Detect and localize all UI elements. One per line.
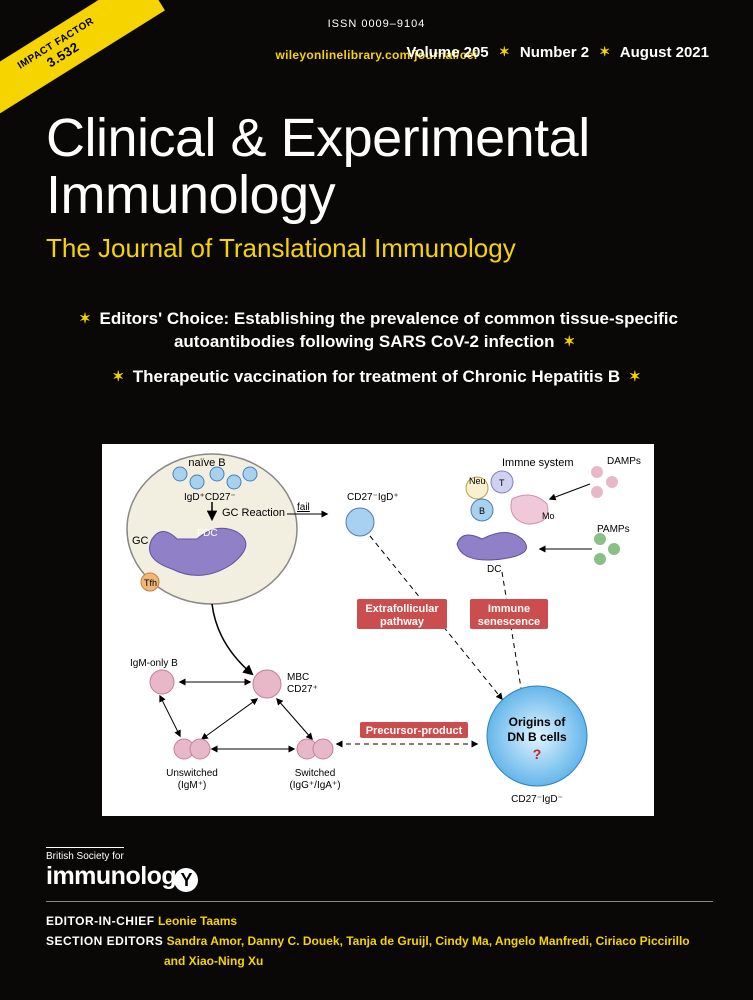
svg-text:Precursor-product: Precursor-product [366,725,463,737]
svg-text:senescence: senescence [478,616,540,628]
svg-text:DC: DC [487,564,501,575]
svg-text:MBC: MBC [287,672,309,683]
label-tfh: Tfh [144,578,157,588]
star-icon: ✶ [499,44,510,59]
svg-text:CD27⁺: CD27⁺ [287,684,318,695]
eic-label: EDITOR-IN-CHIEF [46,914,155,928]
label-gc: GC [132,535,149,547]
highlight-item: ✶ Editors' Choice: Establishing the prev… [46,308,707,354]
star-icon: ✶ [629,368,641,384]
svg-text:?: ? [533,746,542,762]
cover-figure: naïve B IgD⁺CD27⁻ GC Reaction FDC GC Tfh… [102,444,654,816]
svg-text:Immune: Immune [488,603,530,615]
star-icon: ✶ [79,310,91,326]
svg-text:Mo: Mo [542,511,555,521]
date: August 2021 [620,44,709,61]
journal-title: Clinical & Experimental Immunology [46,110,713,223]
highlight-item: ✶ Therapeutic vaccination for treatment … [46,366,707,389]
star-icon: ✶ [563,333,575,349]
issn: ISSN 0009–9104 [0,18,753,30]
number: Number 2 [520,44,589,61]
svg-text:DAMPs: DAMPs [607,456,641,467]
svg-text:CD27⁻IgD⁻: CD27⁻IgD⁻ [511,794,563,805]
label-immune-system: Immne system [502,457,574,469]
label-gc-reaction: GC Reaction [222,507,285,519]
svg-text:(IgG⁺/IgA⁺): (IgG⁺/IgA⁺) [289,780,340,791]
svg-text:Neu: Neu [469,476,486,486]
svg-text:B: B [479,506,485,516]
star-icon: ✶ [599,44,610,59]
svg-text:Extrafollicular: Extrafollicular [365,603,439,615]
highlights: ✶ Editors' Choice: Establishing the prev… [46,308,707,401]
section-editors-names-2: and Xiao-Ning Xu [164,954,263,968]
label-cd27-igd: CD27⁻IgD⁺ [347,492,399,503]
editors-block: EDITOR-IN-CHIEF Leonie Taams SECTION EDI… [46,901,713,972]
svg-text:Switched: Switched [295,768,336,779]
society-word: immunologY [46,864,198,892]
issue-info: Volume 205 ✶ Number 2 ✶ August 2021 [406,44,709,61]
pamps-dots [594,533,620,565]
damps-dots [591,466,618,498]
label-fdc: FDC [197,528,218,539]
svg-text:(IgM⁺): (IgM⁺) [178,780,207,791]
y-badge-icon: Y [174,868,198,892]
volume: Volume 205 [406,44,488,61]
svg-text:PAMPs: PAMPs [597,524,630,535]
section-editors-label: SECTION EDITORS [46,934,163,948]
society-top: British Society for [46,847,124,862]
eic-name: Leonie Taams [158,914,237,928]
svg-text:Origins of: Origins of [509,715,567,729]
mbc-cell [253,670,281,698]
label-fail: fail [297,502,310,513]
svg-text:Unswitched: Unswitched [166,768,218,779]
svg-text:pathway: pathway [380,616,425,628]
title-block: Clinical & Experimental Immunology The J… [46,110,713,264]
section-editors-names: Sandra Amor, Danny C. Douek, Tanja de Gr… [167,934,690,948]
svg-text:IgM-only B: IgM-only B [130,658,178,669]
label-igd-cd27: IgD⁺CD27⁻ [184,492,236,503]
cd27-igd-cell [346,508,374,536]
svg-text:T: T [499,478,505,488]
star-icon: ✶ [112,368,124,384]
society-logo: British Society for immunologY [46,846,198,892]
svg-text:DN B cells: DN B cells [507,730,567,744]
journal-subtitle: The Journal of Translational Immunology [46,233,713,264]
